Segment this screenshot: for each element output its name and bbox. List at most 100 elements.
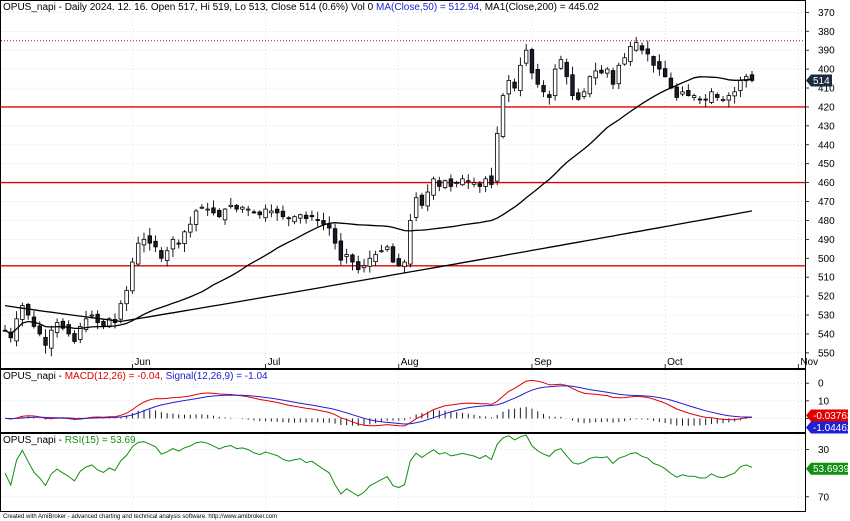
price-tick-label: 500 (818, 254, 835, 265)
candle-body-down (686, 90, 691, 96)
rsi-value: 53.6939 (813, 464, 850, 475)
signal-line (4, 385, 753, 425)
candle-body-up (460, 178, 465, 186)
rsi-tick-label: 30 (818, 445, 830, 456)
candle (130, 257, 135, 294)
candle (373, 250, 378, 267)
candle-body-down (8, 331, 13, 339)
candle-body-up (471, 182, 477, 185)
candle-body-up (89, 314, 95, 317)
macd-panel-title: OPUS_napi - MACD(12,26) = -0.04, Signal(… (3, 371, 268, 382)
candle-body-up (523, 49, 529, 64)
candle-body-up (413, 197, 419, 218)
candle (315, 211, 320, 227)
candle (78, 322, 83, 344)
candle-body-down (390, 246, 396, 263)
candle (211, 200, 216, 216)
rsi-y-axis: 70 30 (805, 445, 830, 503)
candle-body-up (361, 265, 367, 269)
candle (570, 66, 575, 100)
candle-body-up (633, 42, 639, 51)
candle-body-up (205, 208, 210, 211)
price-tick-label: 380 (818, 27, 835, 38)
candle (431, 176, 436, 200)
candle-body-down (396, 258, 401, 267)
candle (662, 60, 668, 78)
candle (251, 209, 257, 214)
candle-body-up (240, 206, 245, 210)
candle (159, 247, 164, 262)
candle (471, 177, 477, 188)
month-tick-label: Oct (667, 357, 683, 368)
candle-body-up (558, 59, 564, 69)
candle-body-up (500, 95, 506, 137)
candle-body-up (188, 223, 193, 233)
candle-body-up (83, 318, 89, 330)
candle (118, 300, 124, 324)
candle (101, 319, 106, 330)
price-panel-frame (0, 0, 806, 369)
rsi-panel-title: OPUS_napi - RSI(15) = 53.69 (3, 435, 136, 446)
last-price-badge: 514 (806, 74, 832, 87)
candle-body-down (251, 211, 257, 214)
candle (686, 84, 691, 97)
candle (628, 41, 633, 66)
candle (54, 318, 60, 338)
candle-body-down (321, 220, 326, 225)
macd-badge: -0.03763 (806, 409, 850, 422)
candle-body-up (292, 216, 297, 223)
candle (20, 302, 25, 327)
month-tick-label: Aug (401, 357, 419, 368)
candle-body-down (153, 240, 158, 248)
candle (356, 255, 361, 274)
candle-body-down (176, 242, 181, 245)
candle-body-up (402, 261, 407, 268)
month-tick-label: Nov (800, 357, 818, 368)
candle-body-up (199, 206, 205, 209)
candle (425, 184, 430, 212)
candle (303, 211, 309, 224)
ma200-line (4, 210, 753, 323)
candle (541, 80, 546, 98)
candle (321, 212, 326, 231)
candle-body-up (367, 257, 373, 267)
candle-body-up (54, 322, 60, 333)
candle (518, 57, 523, 97)
horizontal-lines (1, 40, 805, 267)
candle-body-down (332, 228, 338, 244)
candle (309, 210, 315, 221)
candle-body-up (587, 76, 593, 95)
candle-body-down (286, 217, 291, 220)
candle (633, 36, 639, 52)
candle-body-down (610, 70, 616, 85)
candle-body-up (732, 91, 737, 97)
candle-body-down (535, 68, 540, 85)
candle (408, 213, 413, 268)
candle (720, 95, 726, 103)
candle (31, 311, 37, 329)
candle-body-up (298, 214, 303, 219)
candle-body-down (101, 321, 106, 327)
candle-body-up (193, 210, 199, 225)
candle (454, 180, 459, 188)
candle-body-up (552, 68, 558, 97)
candle (535, 63, 540, 88)
candle-body-down (280, 210, 286, 218)
candle-body-up (605, 68, 610, 74)
candle-body-up (20, 305, 25, 320)
candle-body-up (425, 191, 430, 207)
candle-body-down (715, 94, 720, 98)
candle (691, 93, 697, 101)
candle-body-down (147, 235, 152, 244)
candle (744, 73, 749, 88)
price-tick-label: 420 (818, 102, 835, 113)
candle (43, 329, 48, 354)
candle (419, 192, 425, 209)
candle (60, 318, 66, 331)
candle (605, 66, 610, 78)
candle (576, 88, 581, 101)
candle (135, 236, 141, 266)
candle-body-down (749, 74, 755, 81)
